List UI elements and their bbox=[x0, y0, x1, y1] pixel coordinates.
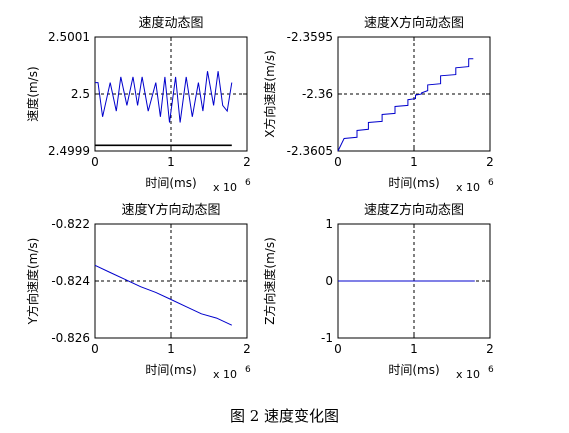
series-line-1 bbox=[95, 71, 233, 123]
x-tick-label: 1 bbox=[167, 155, 175, 169]
y-tick-label: 1 bbox=[325, 217, 333, 231]
y-tick-label: -2.3605 bbox=[287, 144, 333, 158]
x-tick-label: 2 bbox=[243, 342, 251, 356]
x-axis-label: 时间(ms) bbox=[388, 176, 439, 190]
x-tick-label: 0 bbox=[91, 342, 99, 356]
x-tick-label: 1 bbox=[410, 342, 418, 356]
y-axis-label: 速度(m/s) bbox=[25, 66, 40, 121]
x-axis-label: 时间(ms) bbox=[145, 363, 196, 377]
x-axis-multiplier-exponent: 6 bbox=[245, 365, 251, 375]
x-tick-label: 2 bbox=[486, 155, 494, 169]
figure-caption: 图 2 速度变化图 bbox=[229, 407, 340, 425]
y-tick-label: -2.36 bbox=[302, 87, 333, 101]
x-axis-label: 时间(ms) bbox=[145, 176, 196, 190]
x-axis-multiplier: x 10 bbox=[456, 181, 480, 194]
y-tick-label: 2.5001 bbox=[48, 30, 90, 44]
x-tick-label: 2 bbox=[243, 155, 251, 169]
y-tick-label: -2.3595 bbox=[287, 30, 333, 44]
chart-title: 速度动态图 bbox=[138, 15, 203, 31]
y-tick-label: -0.822 bbox=[51, 217, 90, 231]
y-tick-label: 2.5 bbox=[71, 87, 90, 101]
y-axis-label: Y方向速度(m/s) bbox=[25, 238, 40, 326]
chart-title: 速度Z方向动态图 bbox=[364, 202, 464, 218]
x-tick-label: 0 bbox=[334, 155, 342, 169]
series-line-1 bbox=[94, 264, 233, 326]
x-axis-multiplier: x 10 bbox=[456, 368, 480, 381]
x-tick-label: 0 bbox=[91, 155, 99, 169]
x-axis-label: 时间(ms) bbox=[388, 363, 439, 377]
y-tick-label: -1 bbox=[321, 331, 333, 345]
series-line-1 bbox=[337, 58, 474, 152]
x-tick-label: 2 bbox=[486, 342, 494, 356]
y-axis-label: Z方向速度(m/s) bbox=[262, 237, 277, 325]
chart-title: 速度X方向动态图 bbox=[364, 15, 464, 31]
x-axis-multiplier: x 10 bbox=[213, 181, 237, 194]
y-tick-label: -0.826 bbox=[51, 331, 90, 345]
y-axis-label: X方向速度(m/s) bbox=[262, 50, 277, 138]
x-axis-multiplier-exponent: 6 bbox=[245, 178, 251, 188]
y-tick-label: 2.4999 bbox=[48, 144, 90, 158]
x-tick-label: 0 bbox=[334, 342, 342, 356]
x-axis-multiplier: x 10 bbox=[213, 368, 237, 381]
x-axis-multiplier-exponent: 6 bbox=[488, 178, 494, 188]
x-tick-label: 1 bbox=[410, 155, 418, 169]
x-axis-multiplier-exponent: 6 bbox=[488, 365, 494, 375]
y-tick-label: -0.824 bbox=[51, 274, 90, 288]
y-tick-label: 0 bbox=[325, 274, 333, 288]
x-tick-label: 1 bbox=[167, 342, 175, 356]
chart-title: 速度Y方向动态图 bbox=[122, 202, 221, 218]
